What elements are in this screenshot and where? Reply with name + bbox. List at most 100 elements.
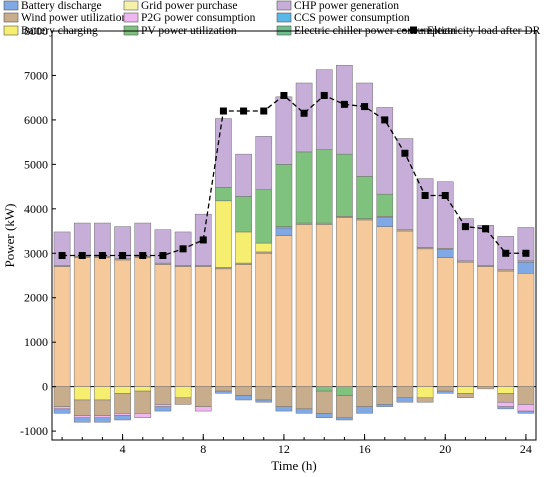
bar-neg-battery-discharge-h4: [114, 415, 131, 421]
bar-chp-power-generation-h14: [315, 69, 333, 150]
bar-base-load-h15: [336, 217, 353, 387]
bar-neg-battery-charging-h4: [114, 386, 131, 394]
load-marker-h4: [119, 252, 127, 260]
load-marker-h19: [421, 191, 429, 199]
load-marker-h17: [381, 116, 389, 124]
bars-layer: [53, 64, 535, 423]
legend-label: CHP power generation: [294, 0, 399, 12]
bar-chp-power-generation-h19: [416, 178, 434, 248]
load-marker-h16: [361, 103, 369, 111]
bar-neg-battery-charging-h3: [94, 386, 111, 401]
load-marker-h2: [78, 252, 86, 260]
bar-chp-power-generation-h11: [255, 136, 273, 190]
bar-neg-wind-power-utilization-h1: [53, 386, 71, 407]
bar-neg-pv-power-utilization-h14: [315, 386, 333, 392]
bar-neg-wind-power-utilization-h8: [194, 386, 212, 407]
bar-pv-power-utilization-h13: [295, 151, 313, 224]
bar-battery-charging-h10: [235, 231, 252, 264]
bar-neg-battery-discharge-h17: [376, 404, 394, 407]
y-tick-label: 0: [42, 380, 48, 394]
bar-battery-charging-h9: [215, 200, 232, 268]
bar-neg-wind-power-utilization-h19: [416, 397, 434, 403]
load-marker-h20: [441, 191, 449, 199]
bar-neg-wind-power-utilization-h18: [396, 386, 414, 399]
bar-chp-power-generation-h3: [94, 222, 111, 257]
bar-base-load-h23: [497, 270, 515, 387]
axes-layer: -1000 0 1000 2000 3000 4000 5000 6000 7000 8000 4 8…: [20, 24, 532, 456]
load-marker-h11: [260, 107, 268, 115]
load-marker-h8: [199, 236, 207, 244]
bar-neg-battery-charging-h2: [73, 386, 91, 401]
bar-neg-battery-discharge-h24: [517, 410, 535, 414]
bar-chp-power-generation-h10: [235, 153, 252, 197]
bar-pv-power-utilization-h16: [356, 176, 373, 219]
bar-base-load-h11: [255, 253, 273, 387]
bar-neg-p2g-power-consumption-h8: [194, 406, 212, 412]
bar-chp-power-generation-h12: [275, 96, 293, 165]
bar-neg-battery-charging-h7: [174, 386, 192, 399]
bar-base-load-h10: [235, 264, 252, 387]
bar-neg-wind-power-utilization-h23: [497, 393, 515, 403]
bar-pv-power-utilization-h15: [336, 153, 353, 217]
bar-neg-p2g-power-consumption-h2: [73, 415, 91, 419]
bar-base-load-h13: [295, 224, 313, 387]
legend-label: Wind power utilization: [21, 12, 127, 24]
bar-neg-p2g-power-consumption-h6: [154, 404, 172, 407]
bar-base-load-h9: [215, 268, 232, 387]
bar-pv-power-utilization-h11: [255, 189, 273, 244]
bar-base-load-h18: [396, 230, 414, 387]
bar-neg-battery-charging-h19: [416, 386, 434, 399]
bar-chp-power-generation-h21: [457, 218, 474, 262]
legend-swatch: [3, 25, 19, 36]
bar-neg-wind-power-utilization-h14: [315, 390, 333, 414]
bar-chp-power-generation-h13: [295, 82, 313, 153]
bar-neg-p2g-power-consumption-h5: [134, 413, 152, 419]
legend-line-marker: [410, 26, 417, 34]
bar-neg-p2g-power-consumption-h1: [53, 406, 71, 410]
load-line: [62, 94, 526, 257]
bar-pv-power-utilization-h9: [215, 187, 232, 202]
x-tick-label: 20: [439, 442, 451, 456]
load-marker-h14: [320, 91, 328, 99]
bar-base-load-h22: [477, 266, 494, 387]
load-marker-h23: [502, 249, 510, 257]
bar-battery-discharge-h17: [376, 217, 394, 227]
bar-neg-wind-power-utilization-h2: [73, 399, 91, 416]
bar-neg-wind-power-utilization-h9: [215, 386, 232, 392]
bar-neg-wind-power-utilization-h12: [275, 386, 293, 407]
bar-neg-battery-discharge-h13: [295, 408, 313, 414]
bar-neg-battery-discharge-h1: [53, 408, 71, 414]
bar-base-load-h5: [134, 257, 152, 387]
y-tick-label: 6000: [24, 113, 48, 127]
bar-chp-power-generation-h22: [477, 225, 494, 266]
y-axis-title: Power (kW): [2, 204, 17, 268]
bar-base-load-h1: [53, 266, 71, 387]
legend-swatch: [3, 12, 19, 23]
bar-base-load-h16: [356, 219, 373, 387]
load-marker-h5: [139, 252, 147, 260]
load-marker-h22: [482, 225, 490, 233]
bar-neg-battery-discharge-h2: [73, 417, 91, 423]
bar-neg-wind-power-utilization-h21: [457, 393, 474, 399]
bar-battery-charging-h11: [255, 242, 273, 253]
legend-label: Battery discharge: [21, 0, 102, 12]
bar-pv-power-utilization-h12: [275, 164, 293, 227]
y-tick-label: 3000: [24, 246, 48, 260]
legend-swatch: [3, 0, 19, 11]
bar-neg-battery-charging-h21: [457, 386, 474, 394]
bar-base-load-h2: [73, 257, 91, 387]
bar-neg-pv-power-utilization-h15: [336, 386, 353, 396]
bar-chp-power-generation-h24: [517, 227, 535, 262]
load-marker-h15: [340, 100, 348, 108]
bar-neg-battery-discharge-h14: [315, 413, 333, 419]
bar-neg-battery-discharge-h23: [497, 406, 515, 410]
bar-neg-wind-power-utilization-h3: [94, 399, 111, 416]
bar-chp-power-generation-h17: [376, 107, 394, 195]
legend-label: CCS power consumption: [294, 12, 410, 24]
load-marker-h7: [179, 245, 187, 253]
bar-chp-power-generation-h15: [336, 64, 353, 155]
load-marker-h6: [159, 252, 167, 260]
bar-neg-wind-power-utilization-h16: [356, 386, 373, 407]
bar-neg-battery-discharge-h20: [436, 390, 454, 394]
x-axis-title: Time (h): [271, 458, 316, 473]
